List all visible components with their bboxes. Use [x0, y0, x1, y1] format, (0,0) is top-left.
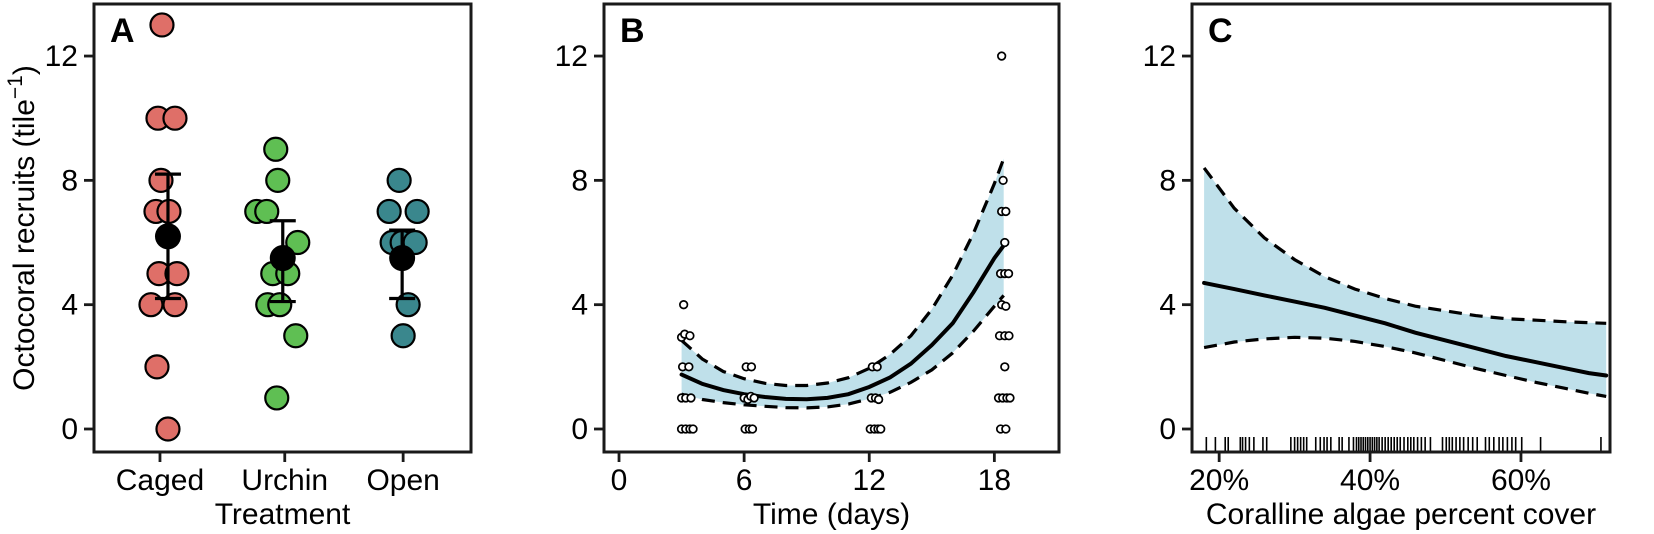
observation-point: [876, 424, 886, 434]
data-point-caged: [164, 261, 190, 287]
observation-point: [1001, 301, 1011, 311]
data-point-caged: [144, 354, 170, 380]
y-tick-label: 12: [45, 40, 78, 73]
data-point-caged: [155, 416, 181, 442]
data-point-urchin: [285, 229, 311, 256]
observation-point: [686, 393, 696, 403]
data-point-caged: [138, 292, 164, 318]
observation-point: [997, 51, 1007, 61]
y-tick-label: 8: [61, 164, 78, 197]
data-point-urchin: [267, 292, 293, 318]
panel-b-frame: [602, 2, 1061, 454]
x-axis-title: Time (days): [753, 498, 910, 531]
x-tick-label: 18: [978, 464, 1011, 497]
y-tick-label: 0: [1159, 413, 1176, 446]
y-tick-label: 4: [61, 289, 78, 322]
y-tick-label: 4: [571, 289, 588, 322]
observation-point: [679, 300, 689, 310]
x-tick-label: 0: [611, 464, 628, 497]
data-point-open: [395, 292, 421, 318]
y-tick-label: 0: [571, 413, 588, 446]
y-tick-label: 0: [61, 413, 78, 446]
mean-point: [154, 223, 181, 250]
data-point-urchin: [283, 323, 309, 349]
upper-ci-line: [680, 158, 1006, 388]
observation-point: [1000, 362, 1010, 372]
panel-c-frame: [1190, 2, 1612, 454]
observation-point: [872, 362, 882, 372]
observation-point: [873, 394, 884, 405]
lower-ci-line: [681, 294, 1005, 410]
observation-point: [1003, 268, 1014, 279]
confidence-ribbon: [1204, 167, 1607, 397]
observation-point: [747, 424, 758, 434]
observation-point: [688, 424, 698, 434]
fit-line: [1202, 280, 1609, 378]
observation-point: [1001, 424, 1011, 434]
x-axis-title: Treatment: [215, 498, 351, 531]
x-axis-title: Coralline algae percent cover: [1206, 498, 1596, 531]
observation-point: [1005, 393, 1015, 403]
panel-letter-c: C: [1208, 12, 1233, 50]
mean-point: [269, 245, 296, 272]
data-point-urchin: [263, 136, 289, 162]
data-point-caged: [162, 105, 188, 131]
confidence-ribbon: [681, 158, 1004, 408]
y-tick-label: 12: [555, 40, 588, 73]
y-tick-label: 4: [1159, 289, 1176, 322]
upper-ci-line: [1202, 166, 1607, 325]
panel-b: 0 4 8 12 0 6 12 18 B Time (days): [555, 2, 1061, 531]
y-tick-label: 8: [1159, 164, 1176, 197]
y-tick-label: 12: [1143, 40, 1176, 73]
y-axis-title: Octocoral recruits (tile−1): [4, 65, 41, 391]
data-point-open: [404, 198, 430, 225]
fit-line: [679, 243, 1006, 402]
y-tick-label: 8: [571, 164, 588, 197]
data-point-open: [386, 167, 412, 193]
panel-letter-a: A: [110, 12, 135, 50]
mean-point: [389, 245, 416, 272]
data-point-open: [390, 323, 416, 349]
data-point-open: [376, 198, 402, 225]
observation-point: [684, 362, 694, 372]
observation-point: [1001, 206, 1011, 217]
observation-point: [1000, 237, 1010, 248]
data-point-urchin: [254, 198, 280, 225]
observation-point: [746, 362, 757, 372]
x-tick-label: Open: [366, 464, 439, 497]
x-tick-label: 6: [736, 464, 753, 497]
panel-a-frame: [92, 2, 473, 454]
observation-point: [998, 175, 1008, 186]
observation-point: [749, 393, 759, 403]
panel-letter-b: B: [620, 12, 645, 50]
panel-a: 0 4 8 12 Caged Urchin Open A Treatment: [45, 2, 473, 531]
data-point-caged: [149, 12, 175, 38]
x-tick-label: 40%: [1340, 464, 1400, 497]
x-tick-label: Urchin: [241, 464, 328, 497]
data-point-urchin: [265, 167, 291, 193]
x-tick-label: 20%: [1189, 464, 1249, 497]
observation-point: [685, 331, 695, 341]
lower-ci-line: [1203, 335, 1607, 398]
x-tick-label: 12: [853, 464, 886, 497]
x-tick-label: 60%: [1491, 464, 1551, 497]
panel-c: 0 4 8 12 20% 40% 60% C Coralline algae percent c…: [1143, 2, 1612, 531]
observation-point: [1004, 331, 1014, 341]
data-point-urchin: [264, 385, 290, 411]
x-tick-label: Caged: [116, 464, 204, 497]
